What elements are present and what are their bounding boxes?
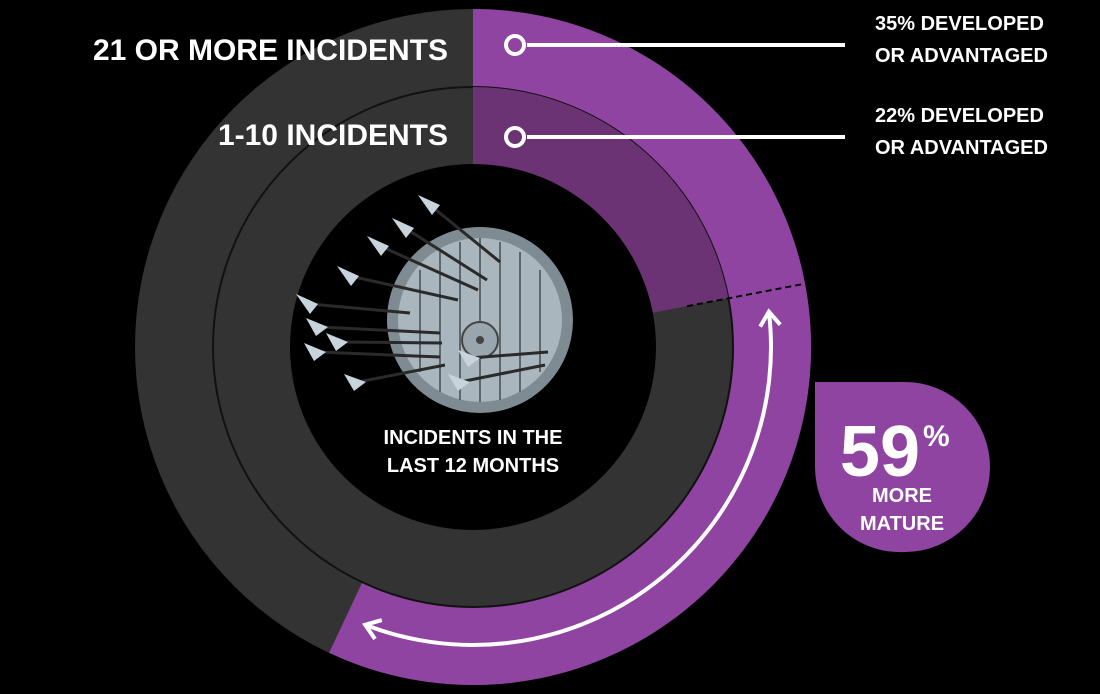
inner-value-label-line-1: 22% DEVELOPED — [875, 105, 1044, 127]
inner-ring-label: 1-10 INCIDENTS — [218, 119, 448, 152]
callout-unit: % — [923, 420, 950, 453]
double-headed-arrow-icon — [361, 308, 782, 647]
center-title-line-2: LAST 12 MONTHS — [387, 455, 559, 477]
outer-value-label-line-2: OR ADVANTAGED — [875, 45, 1048, 67]
outer-value-label-line-1: 35% DEVELOPED — [875, 13, 1044, 35]
callout-badge — [814, 382, 990, 553]
maturity-callout: 59 % MORE MATURE — [814, 382, 990, 553]
callout-line-2: MATURE — [860, 513, 944, 535]
inner-value-label-line-2: OR ADVANTAGED — [875, 137, 1048, 159]
shield-with-arrows-icon — [296, 195, 573, 413]
callout-line-1: MORE — [872, 485, 932, 507]
ring-marker-icon — [504, 126, 526, 148]
center-title-line-1: INCIDENTS IN THE — [384, 427, 563, 449]
outer-ring-divider — [686, 282, 806, 308]
callout-value: 59 — [840, 412, 920, 492]
outer-ring-label: 21 OR MORE INCIDENTS — [93, 34, 448, 67]
ring-marker-icon — [504, 34, 526, 56]
